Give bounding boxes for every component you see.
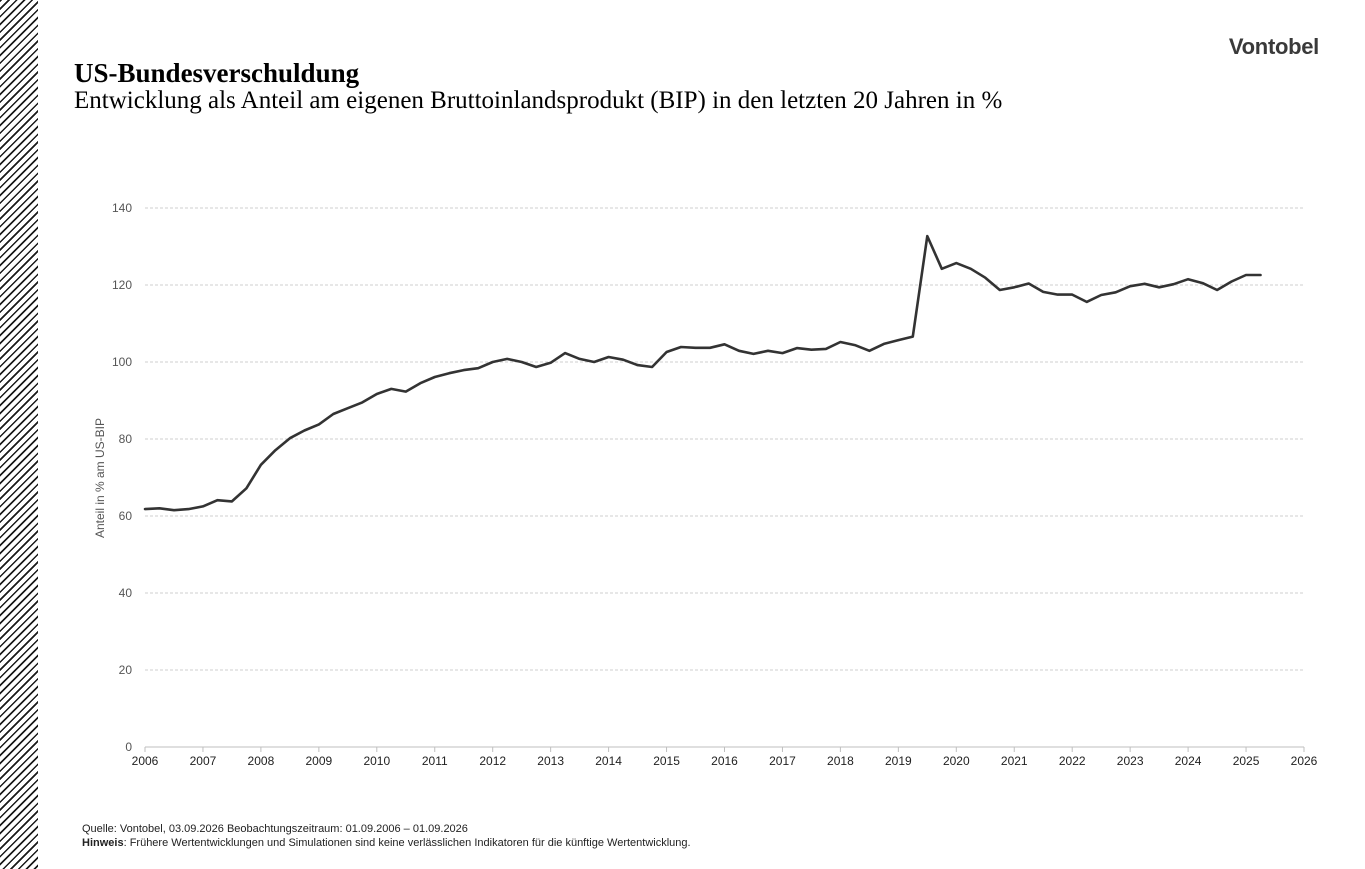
x-tick-label: 2023 [1117,754,1144,768]
y-tick-label: 60 [119,509,133,523]
y-tick-label: 140 [112,201,132,215]
x-tick-label: 2008 [248,754,275,768]
x-tick-label: 2010 [363,754,390,768]
y-tick-label: 20 [119,663,133,677]
x-tick-label: 2025 [1233,754,1260,768]
x-tick-label: 2006 [132,754,159,768]
x-tick-label: 2012 [479,754,506,768]
x-tick-label: 2019 [885,754,912,768]
y-tick-label: 0 [125,740,132,754]
series-layer [143,234,1262,512]
chart-title: US-Bundesverschuldung [74,58,360,88]
y-tick-label: 80 [119,432,133,446]
disclaimer-text: : Frühere Wertentwicklungen und Simulati… [123,837,691,849]
x-tick-label: 2013 [537,754,564,768]
x-tick-label: 2024 [1175,754,1202,768]
chart-footer: Quelle: Vontobel, 03.09.2026 Beobachtung… [82,822,691,850]
x-tick-label: 2007 [190,754,217,768]
x-tick-label: 2015 [653,754,680,768]
chart-subtitle: Entwicklung als Anteil am eigenen Brutto… [74,87,1003,114]
x-tick-label: 2016 [711,754,738,768]
x-tick-label: 2017 [769,754,796,768]
x-tick-label: 2009 [305,754,332,768]
x-tick-label: 2020 [943,754,970,768]
y-axis-label: Anteil in % am US-BIP [93,418,107,538]
y-tick-label: 40 [119,586,133,600]
grid-layer [145,207,1304,671]
axis-layer: 0 20 40 60 80 100 120 140 2006 2007 2008 2009 2010 20… [112,201,1318,768]
hatched-border-decoration [0,0,38,869]
x-tick-label: 2011 [422,754,448,768]
x-tick-label: 2014 [595,754,622,768]
x-tick-label: 2022 [1059,754,1086,768]
source-note: Quelle: Vontobel, 03.09.2026 Beobachtung… [82,823,468,835]
x-tick-label: 2021 [1001,754,1028,768]
disclaimer-label: Hinweis [82,837,124,849]
y-tick-label: 120 [112,278,132,292]
brand-logo: Vontobel [1228,34,1319,59]
x-tick-label: 2026 [1291,754,1318,768]
disclaimer: Hinweis: Frühere Wertentwicklungen und S… [82,836,691,850]
series-line [143,234,1262,512]
x-tick-label: 2018 [827,754,854,768]
y-tick-label: 100 [112,355,132,369]
